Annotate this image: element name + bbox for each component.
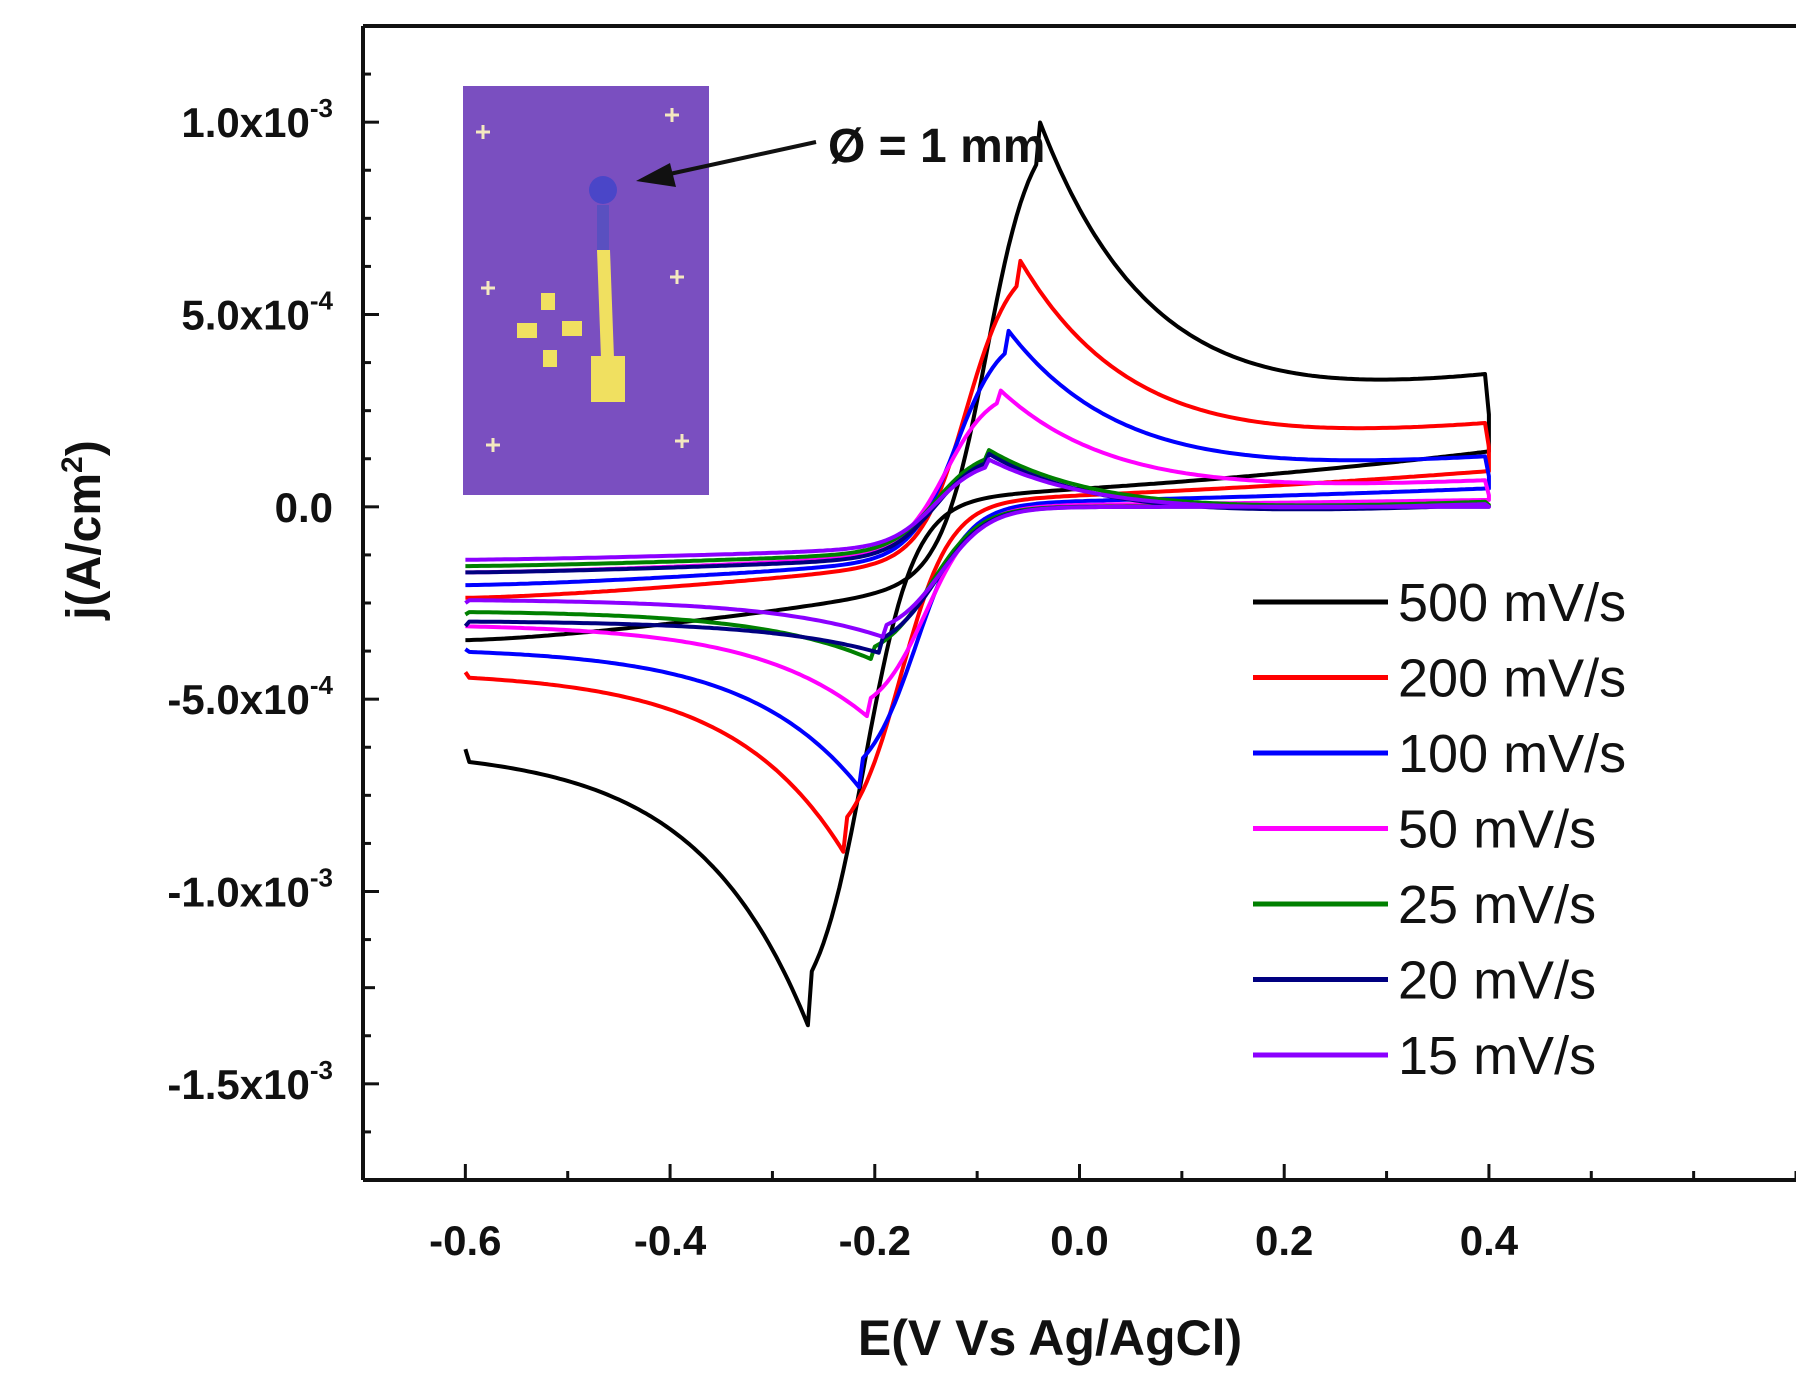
cross-markers	[476, 108, 689, 452]
y-tick-label: -1.5x10-3	[167, 1055, 333, 1108]
alignment-pad-left	[517, 323, 537, 338]
electrode-track	[597, 250, 614, 358]
legend-label: 200 mV/s	[1398, 649, 1626, 709]
legend-label: 25 mV/s	[1398, 875, 1596, 935]
legend-label: 50 mV/s	[1398, 800, 1596, 860]
y-tick-label: 0.0	[275, 484, 333, 531]
x-tick-label: 0.4	[1460, 1217, 1519, 1264]
x-tick-label: 0.0	[1050, 1217, 1108, 1264]
y-tick-label: 5.0x10-4	[181, 286, 333, 339]
electrode-pad	[591, 356, 625, 402]
alignment-pad-right	[562, 321, 582, 336]
series-line	[463, 258, 1491, 854]
series-line	[464, 328, 1491, 790]
x-axis-title: E(V Vs Ag/AgCl)	[858, 1310, 1242, 1366]
alignment-pad-bottom	[543, 350, 557, 367]
inset-background	[463, 86, 709, 495]
y-tick-label: -1.0x10-3	[167, 863, 333, 916]
series-line	[463, 120, 1491, 1028]
annotation-text: Ø = 1 mm	[828, 120, 1045, 173]
legend-label: 20 mV/s	[1398, 951, 1596, 1011]
alignment-pad-top	[541, 293, 555, 310]
series-curves	[463, 120, 1491, 1028]
y-axis-title: j(A/cm2)	[56, 440, 111, 620]
y-axis-ticks: 1.0x10-3 5.0x10-4 0.0 -5.0x10-4 -1.0x10-3 -1.…	[167, 72, 379, 1134]
annotation-arrow-head	[636, 163, 676, 187]
x-tick-label: -0.2	[839, 1217, 911, 1264]
legend-label: 100 mV/s	[1398, 724, 1626, 784]
electrode-disk	[589, 176, 617, 204]
legend: 500 mV/s 200 mV/s 100 mV/s 50 mV/s 25 mV/s 20…	[1253, 573, 1626, 1086]
x-axis-ticks: -0.6 -0.4 -0.2 0.0 0.2 0.4	[361, 1164, 1796, 1264]
y-tick-label: 1.0x10-3	[181, 93, 333, 146]
y-tick-label: -5.0x10-4	[167, 670, 333, 723]
inset-annotation: Ø = 1 mm	[636, 120, 1045, 187]
electrode-lead	[597, 205, 609, 250]
x-tick-label: -0.4	[634, 1217, 707, 1264]
electrode-inset-photo	[463, 86, 709, 495]
series-line	[464, 457, 1491, 639]
legend-label: 500 mV/s	[1398, 573, 1626, 633]
y-axis-title-sup: 2	[56, 456, 89, 473]
y-axis-title-suffix: )	[58, 440, 111, 456]
x-tick-label: 0.2	[1255, 1217, 1313, 1264]
y-axis-title-prefix: j(A/cm	[58, 473, 111, 621]
legend-label: 15 mV/s	[1398, 1026, 1596, 1086]
x-tick-label: -0.6	[429, 1217, 501, 1264]
annotation-arrow-shaft	[664, 140, 817, 177]
